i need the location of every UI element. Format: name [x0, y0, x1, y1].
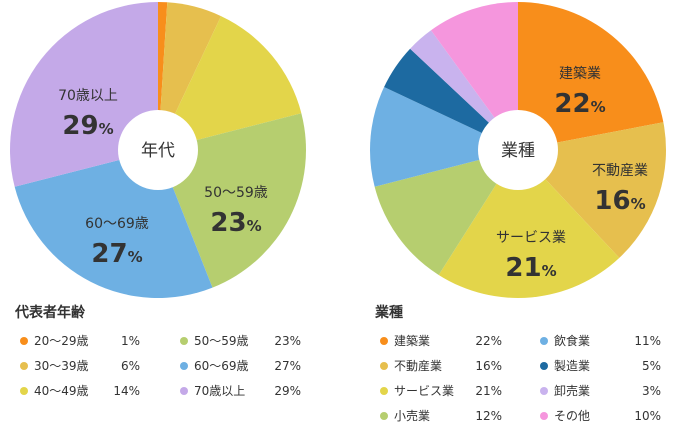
legend-0-item-0: 20〜29歳 1% [20, 333, 140, 349]
pie-1-slice-value-1: 16% [594, 186, 645, 216]
pie-0-slice-value-5: 29% [62, 111, 113, 141]
legend-1-value-0: 22% [475, 334, 502, 348]
pie-0-slice-label-4: 60〜69歳 [85, 216, 149, 232]
legend-0-item-5: 70歳以上 29% [180, 383, 301, 399]
legend-1-label-3: 小売業 [394, 409, 431, 423]
pie-0-slice-label-3: 50〜59歳 [204, 185, 268, 201]
legend-title-age: 代表者年齢 [15, 305, 85, 321]
pie-0-center-hole [118, 110, 198, 190]
legend-1-value-6: 3% [641, 384, 661, 398]
legend-0-dot-1 [20, 362, 28, 370]
pie-0-slice-2 [158, 16, 302, 151]
pie-1-slice-5 [384, 48, 518, 150]
legend-0-dot-4 [180, 362, 188, 370]
legend-1-value-1: 16% [475, 359, 502, 373]
legend-1-dot-4 [540, 337, 548, 345]
legend-1-item-2: サービス業 21% [380, 383, 502, 399]
legend-1-value-2: 21% [475, 384, 502, 398]
pie-1-slice-value-2: 21% [505, 253, 556, 283]
legend-1-label-7: その他 [554, 409, 591, 423]
pie-1-slice-7 [431, 2, 518, 150]
pie-1-slice-0 [518, 2, 664, 150]
legend-1-dot-1 [380, 362, 388, 370]
legend-0-label-2: 40〜49歳 [34, 384, 89, 398]
pie-1-slice-2 [438, 150, 620, 298]
legend-1-dot-7 [540, 412, 548, 420]
pie-1-center-label: 業種 [501, 141, 535, 161]
pie-1-slice-value-0: 22% [554, 89, 605, 119]
legend-1-label-0: 建築業 [394, 334, 431, 348]
legend-1-item-0: 建築業 22% [380, 333, 502, 349]
legend-0-item-1: 30〜39歳 6% [20, 358, 140, 374]
legend-0-value-3: 23% [274, 334, 301, 348]
legend-0-item-3: 50〜59歳 23% [180, 333, 301, 349]
pie-1-slice-label-1: 不動産業 [592, 163, 648, 179]
pie-1-slice-label-0: 建築業 [559, 66, 601, 82]
pie-1-slice-6 [410, 30, 518, 150]
legend-1-label-2: サービス業 [394, 384, 455, 398]
legend-1-label-6: 卸売業 [554, 384, 591, 398]
pie-0-center-label: 年代 [141, 141, 175, 161]
legend-1-item-3: 小売業 12% [380, 408, 502, 424]
legend-0-item-4: 60〜69歳 27% [180, 358, 301, 374]
pie-1-slice-4 [370, 86, 518, 187]
legend-1-item-1: 不動産業 16% [380, 358, 502, 374]
legend-1-dot-6 [540, 387, 548, 395]
legend-1-item-7: その他 10% [540, 408, 661, 424]
legend-0-value-0: 1% [120, 334, 140, 348]
pie-1-center-hole [478, 110, 558, 190]
legend-1-value-3: 12% [475, 409, 502, 423]
legend-0-label-3: 50〜59歳 [194, 334, 249, 348]
legend-0-dot-5 [180, 387, 188, 395]
legend-0-value-5: 29% [274, 384, 301, 398]
legend-0-value-4: 27% [274, 359, 301, 373]
legend-1-item-6: 卸売業 3% [540, 383, 661, 399]
legend-1-label-5: 製造業 [554, 359, 591, 373]
legend-1-dot-2 [380, 387, 388, 395]
legend-0-dot-0 [20, 337, 28, 345]
pie-0-slice-label-5: 70歳以上 [58, 88, 118, 104]
legend-1-dot-3 [380, 412, 388, 420]
legend-0-label-5: 70歳以上 [194, 384, 246, 398]
legend-1-item-4: 飲食業 11% [540, 333, 661, 349]
legend-0-value-2: 14% [113, 384, 140, 398]
pie-1-slice-3 [374, 150, 518, 275]
legend-0-dot-2 [20, 387, 28, 395]
pie-0-slice-value-4: 27% [91, 239, 142, 269]
legend-0-item-2: 40〜49歳 14% [20, 383, 140, 399]
legend-1-label-4: 飲食業 [554, 334, 591, 348]
legend-1-item-5: 製造業 5% [540, 358, 661, 374]
legend-1-value-5: 5% [641, 359, 661, 373]
legend-0-label-0: 20〜29歳 [34, 334, 89, 348]
legend-1-dot-5 [540, 362, 548, 370]
legend-0-label-1: 30〜39歳 [34, 359, 89, 373]
pie-charts: 年代 50〜59歳 23% 60〜69歳 27% 70歳以上 29% 業種 建築業 22% 不動産業… [9, 1, 667, 299]
legend-0-label-4: 60〜69歳 [194, 359, 249, 373]
legend-1-value-7: 10% [634, 409, 661, 423]
legend-0-dot-3 [180, 337, 188, 345]
pie-0-slice-value-3: 23% [210, 208, 261, 238]
pie-1-slice-label-2: サービス業 [496, 230, 566, 246]
legend-1-value-4: 11% [634, 334, 661, 348]
legend-1-dot-0 [380, 337, 388, 345]
pie-0-slice-1 [158, 2, 222, 151]
legend-title-industry: 業種 [375, 305, 403, 321]
legend-0-value-1: 6% [120, 359, 140, 373]
legend-1-label-1: 不動産業 [394, 359, 443, 373]
